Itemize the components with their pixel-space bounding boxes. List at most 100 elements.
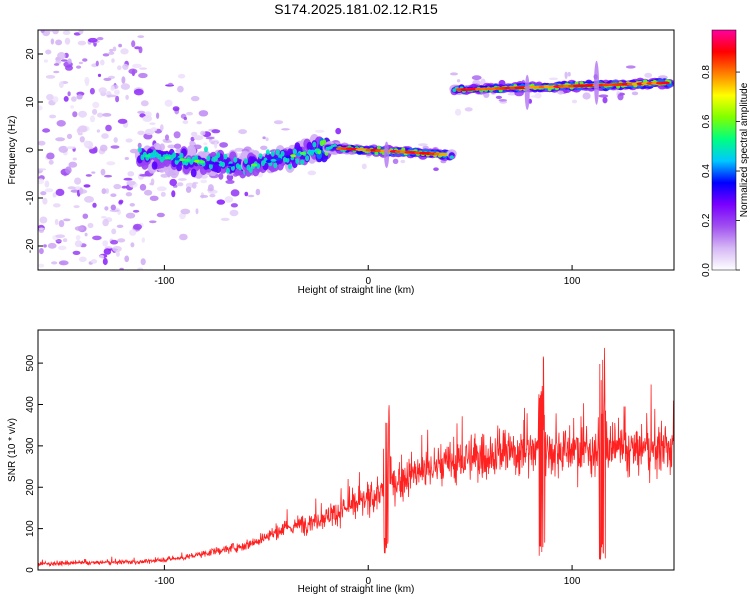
x-tick-label: 100 — [564, 276, 581, 287]
spectrogram-noise-blob — [140, 258, 146, 266]
spectrogram-noise-blob — [132, 209, 140, 213]
spectrogram-noise-blob — [66, 133, 73, 140]
spectrogram-noise-blob — [225, 179, 235, 184]
spectrogram-noise-blob — [172, 106, 180, 112]
spectrogram-ridge-blob — [449, 155, 454, 159]
spectrogram-noise-blob — [102, 113, 112, 117]
spectrogram-noise-blob — [571, 99, 578, 104]
spectrogram-ridge-blob — [194, 155, 199, 161]
spectrogram-noise-blob — [39, 216, 48, 224]
spectrogram-noise-blob — [307, 170, 317, 176]
spectrogram-noise-blob — [38, 168, 47, 171]
spectrogram-flare — [524, 74, 530, 110]
spectrogram-noise-blob — [40, 30, 45, 33]
spectrogram-core-blob — [145, 154, 152, 158]
spectrogram-ridge-blob — [288, 163, 292, 170]
spectrogram-noise-blob — [464, 107, 473, 112]
spectrogram-noise-blob — [195, 208, 199, 215]
spectrogram-noise-blob — [644, 72, 653, 78]
spectrogram-noise-blob — [108, 51, 115, 55]
spectrogram-ridge-blob — [151, 161, 158, 170]
spectrogram-ridge-blob — [275, 149, 280, 156]
spectrogram-noise-blob — [83, 140, 90, 147]
colorbar-gradient — [711, 29, 737, 271]
x-tick-label: -100 — [154, 576, 174, 587]
spectrogram-ridge-blob — [305, 155, 310, 162]
spectrogram-ridge-blob — [376, 145, 381, 150]
spectrogram-noise-blob — [52, 192, 57, 198]
spectrogram-noise-blob — [42, 197, 48, 205]
spectrogram-noise-blob — [216, 199, 226, 205]
spectrogram-x-ticks: -100 0 100 — [154, 265, 581, 287]
spectrogram-noise-blob — [78, 61, 83, 65]
spectrogram-ridge-blob — [579, 81, 584, 85]
y-tick-label: 400 — [25, 396, 36, 413]
spectrogram-noise-blob — [101, 216, 107, 219]
spectrogram-noise-blob — [133, 88, 144, 96]
spectrogram-noise-blob — [392, 158, 399, 164]
spectrogram-noise-blob — [65, 166, 72, 174]
spectrogram-noise-blob — [617, 93, 624, 101]
spectrogram-noise-blob — [200, 130, 206, 136]
spectrogram-noise-blob — [168, 82, 173, 86]
spectrogram-noise-blob — [141, 237, 145, 243]
spectrogram-noise-blob — [112, 46, 117, 52]
spectrogram-noise-blob — [74, 177, 82, 185]
spectrogram-noise-blob — [102, 240, 109, 247]
spectrogram-noise-blob — [265, 137, 269, 142]
spectrogram-noise-blob — [85, 174, 92, 177]
spectrogram-noise-blob — [82, 213, 89, 219]
spectrogram-noise-blob — [128, 68, 138, 75]
spectrogram-noise-blob — [456, 79, 461, 83]
spectrogram-noise-blob — [129, 229, 137, 236]
spectrogram-noise-blob — [120, 48, 129, 55]
colorbar-tick-label: 0.4 — [701, 164, 712, 178]
spectrogram-noise-blob — [137, 142, 142, 149]
spectrogram-noise-blob — [335, 127, 342, 135]
spectrogram-noise-blob — [51, 261, 58, 265]
spectrogram-noise-blob — [111, 228, 117, 235]
spectrogram-noise-blob — [124, 255, 130, 263]
y-tick-label: 0 — [25, 147, 36, 153]
spectrogram-noise-blob — [53, 70, 60, 74]
snr-panel: -100 0 100 0 100 200 300 400 500 Height of stra… — [7, 329, 675, 595]
spectrogram-noise-blob — [132, 63, 142, 68]
spectrogram-ridge-blob — [248, 167, 253, 174]
spectrogram-noise-blob — [218, 172, 224, 180]
spectrogram-noise-blob — [99, 144, 108, 152]
spectrogram-noise-blob — [82, 58, 88, 62]
spectrogram-noise-blob — [238, 129, 248, 135]
spectrogram-noise-blob — [177, 182, 184, 187]
snr-x-ticks: -100 0 100 — [154, 565, 581, 587]
spectrogram-noise-blob — [44, 180, 50, 188]
spectrogram-noise-blob — [190, 95, 200, 102]
spectrogram-noise-blob — [625, 65, 636, 69]
spectrogram-noise-blob — [138, 72, 148, 79]
spectrogram-core-blob — [194, 159, 200, 163]
spectrogram-noise-blob — [96, 37, 104, 41]
snr-y-ticks: 0 100 200 300 400 500 — [25, 354, 43, 573]
spectrogram-noise-blob — [530, 95, 540, 98]
spectrogram-noise-blob — [121, 76, 126, 84]
spectrogram-noise-blob — [125, 138, 133, 143]
spectrogram-noise-blob — [224, 196, 234, 203]
spectrogram-noise-blob — [49, 30, 54, 33]
spectrogram-noise-blob — [117, 65, 122, 71]
spectrogram-noise-blob — [567, 71, 571, 77]
spectrogram-noise-blob — [118, 43, 122, 48]
spectrogram-noise-blob — [72, 111, 78, 118]
spectrogram-noise-blob — [185, 186, 192, 193]
spectrogram-noise-blob — [103, 248, 112, 255]
y-tick-label: 10 — [25, 96, 36, 108]
spectrogram-noise-blob — [230, 203, 238, 208]
spectrogram-noise-blob — [167, 144, 176, 149]
spectrogram-noise-blob — [79, 136, 85, 143]
spectrogram-ridge-blob — [223, 153, 228, 160]
spectrogram-noise-blob — [55, 59, 62, 65]
spectrogram-y-ticks: -20 -10 0 10 20 — [25, 48, 43, 253]
spectrogram-noise-blob — [191, 131, 198, 137]
colorbar-label: Normalized spectral amplitude — [739, 82, 750, 217]
spectrogram-noise-blob — [89, 115, 96, 123]
spectrogram-noise-blob — [454, 108, 462, 116]
spectrogram-noise-blob — [113, 183, 122, 190]
